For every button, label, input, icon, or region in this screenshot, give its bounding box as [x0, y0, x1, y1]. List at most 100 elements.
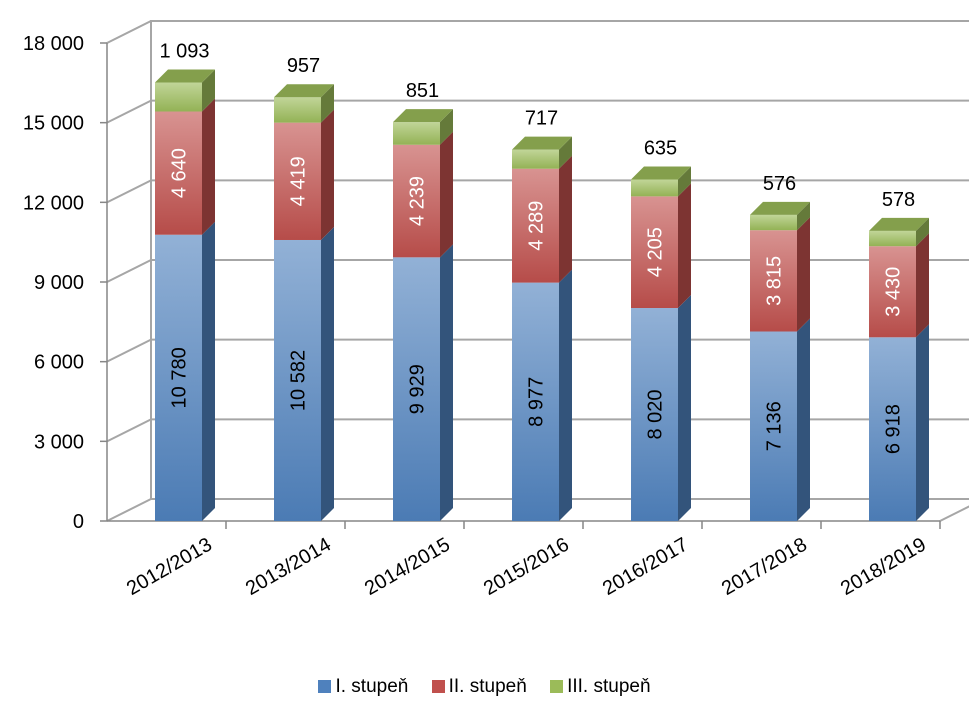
- bar-top: [750, 201, 810, 215]
- bar-side: [202, 98, 215, 235]
- x-tick-label: 2016/2017: [599, 534, 692, 600]
- bar-segment[interactable]: [750, 201, 810, 231]
- data-label: 8 020: [645, 389, 667, 439]
- data-label: 4 640: [169, 148, 191, 198]
- bar-segment[interactable]: [750, 217, 810, 332]
- bar-front: [274, 239, 321, 521]
- bar-segment[interactable]: [750, 318, 810, 521]
- bar-segment[interactable]: [274, 84, 334, 123]
- bar-segment[interactable]: [274, 109, 334, 240]
- bar-front: [393, 144, 440, 258]
- y-tick-label: 18 000: [23, 33, 84, 55]
- data-label: 4 205: [645, 227, 667, 277]
- gridline: [106, 498, 969, 522]
- bar-front: [155, 82, 202, 112]
- bar-side: [321, 109, 334, 240]
- legend-swatch-series-2: [431, 680, 445, 693]
- bar-segment[interactable]: [393, 244, 453, 521]
- bar-side: [678, 183, 691, 309]
- legend-item-series-1[interactable]: I. stupeň: [318, 676, 408, 698]
- data-label: 7 136: [764, 401, 786, 451]
- bar-front: [155, 234, 202, 521]
- bar-front: [750, 230, 797, 332]
- bar-front: [393, 257, 440, 521]
- bar-segment[interactable]: [155, 69, 215, 112]
- bar-front: [631, 196, 678, 309]
- bar-front: [512, 168, 559, 283]
- x-tick-label: 2013/2014: [242, 534, 335, 600]
- bar-segment[interactable]: [512, 269, 572, 521]
- bar-segment[interactable]: [155, 98, 215, 235]
- y-tick-label: 3 000: [34, 431, 84, 453]
- bar-side: [202, 221, 215, 521]
- bar-side: [321, 226, 334, 521]
- data-label: 9 929: [407, 364, 429, 414]
- legend-item-series-3[interactable]: III. stupeň: [550, 676, 651, 698]
- data-label: 4 419: [288, 156, 310, 206]
- bar-side: [440, 244, 453, 521]
- data-label: 4 289: [526, 201, 548, 251]
- bar-segment[interactable]: [869, 217, 929, 247]
- bar-segment[interactable]: [631, 166, 691, 197]
- bars: [155, 69, 929, 521]
- bar-front: [869, 246, 916, 338]
- x-tick-label: 2014/2015: [361, 534, 454, 600]
- legend: I. stupeň II. stupeň III. stupeň: [0, 676, 969, 698]
- bar-segment[interactable]: [274, 226, 334, 521]
- bar-side: [202, 69, 215, 112]
- y-tick-label: 12 000: [23, 192, 84, 214]
- bar-segment[interactable]: [512, 136, 572, 169]
- data-label: 851: [406, 80, 439, 102]
- bar-side: [559, 269, 572, 521]
- data-label: 576: [763, 173, 796, 195]
- legend-label-series-3: III. stupeň: [567, 676, 651, 697]
- data-label: 3 815: [764, 256, 786, 306]
- gridline: [106, 179, 969, 204]
- bar-side: [916, 217, 929, 247]
- bar-side: [559, 136, 572, 169]
- data-label: 6 918: [883, 404, 905, 454]
- bar-top: [512, 136, 572, 150]
- bar-segment[interactable]: [512, 155, 572, 283]
- bar-front: [393, 122, 440, 145]
- bar-segment[interactable]: [869, 324, 929, 521]
- bar-top: [631, 166, 691, 180]
- bar-side: [321, 84, 334, 123]
- bar-side: [916, 233, 929, 338]
- bar-front: [869, 337, 916, 521]
- legend-swatch-series-1: [318, 680, 332, 693]
- bar-side: [559, 155, 572, 283]
- bar-front: [631, 179, 678, 197]
- bar-front: [274, 122, 321, 240]
- bar-side: [440, 109, 453, 145]
- x-tick-label: 2015/2016: [480, 534, 573, 600]
- bar-side: [797, 217, 810, 332]
- bar-top: [869, 217, 929, 231]
- data-labels: 10 780 4 640 1 093 10 582 4 419 957 9 929 4 239…: [159, 40, 915, 454]
- data-label: 4 239: [407, 176, 429, 226]
- legend-item-series-2[interactable]: II. stupeň: [431, 676, 527, 698]
- bar-segment[interactable]: [393, 131, 453, 258]
- gridline: [106, 418, 969, 443]
- gridlines: [106, 20, 969, 522]
- legend-label-series-1: I. stupeň: [335, 676, 409, 697]
- bar-front: [631, 308, 678, 521]
- x-tick-label: 2018/2019: [837, 534, 930, 600]
- bar-segment[interactable]: [631, 295, 691, 521]
- bar-segment[interactable]: [155, 221, 215, 521]
- bar-segment[interactable]: [393, 109, 453, 145]
- data-label: 578: [882, 189, 915, 211]
- bar-side: [678, 166, 691, 197]
- bar-segment[interactable]: [869, 233, 929, 338]
- gridline: [106, 259, 969, 283]
- bar-front: [512, 282, 559, 521]
- y-tick-label: 9 000: [34, 272, 84, 294]
- bar-front: [750, 214, 797, 231]
- bar-segment[interactable]: [631, 183, 691, 309]
- bar-side: [797, 201, 810, 231]
- data-label: 10 582: [288, 350, 310, 411]
- bar-top: [393, 109, 453, 123]
- floor-edge: [939, 505, 969, 522]
- bar-front: [869, 230, 916, 247]
